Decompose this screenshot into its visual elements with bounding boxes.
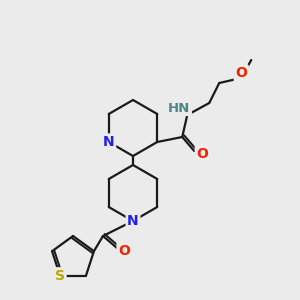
Text: S: S bbox=[55, 269, 65, 283]
Text: N: N bbox=[103, 135, 115, 149]
Text: O: O bbox=[118, 244, 130, 258]
Text: HN: HN bbox=[168, 101, 190, 115]
Text: O: O bbox=[196, 147, 208, 161]
Text: O: O bbox=[235, 66, 247, 80]
Text: N: N bbox=[127, 214, 139, 228]
